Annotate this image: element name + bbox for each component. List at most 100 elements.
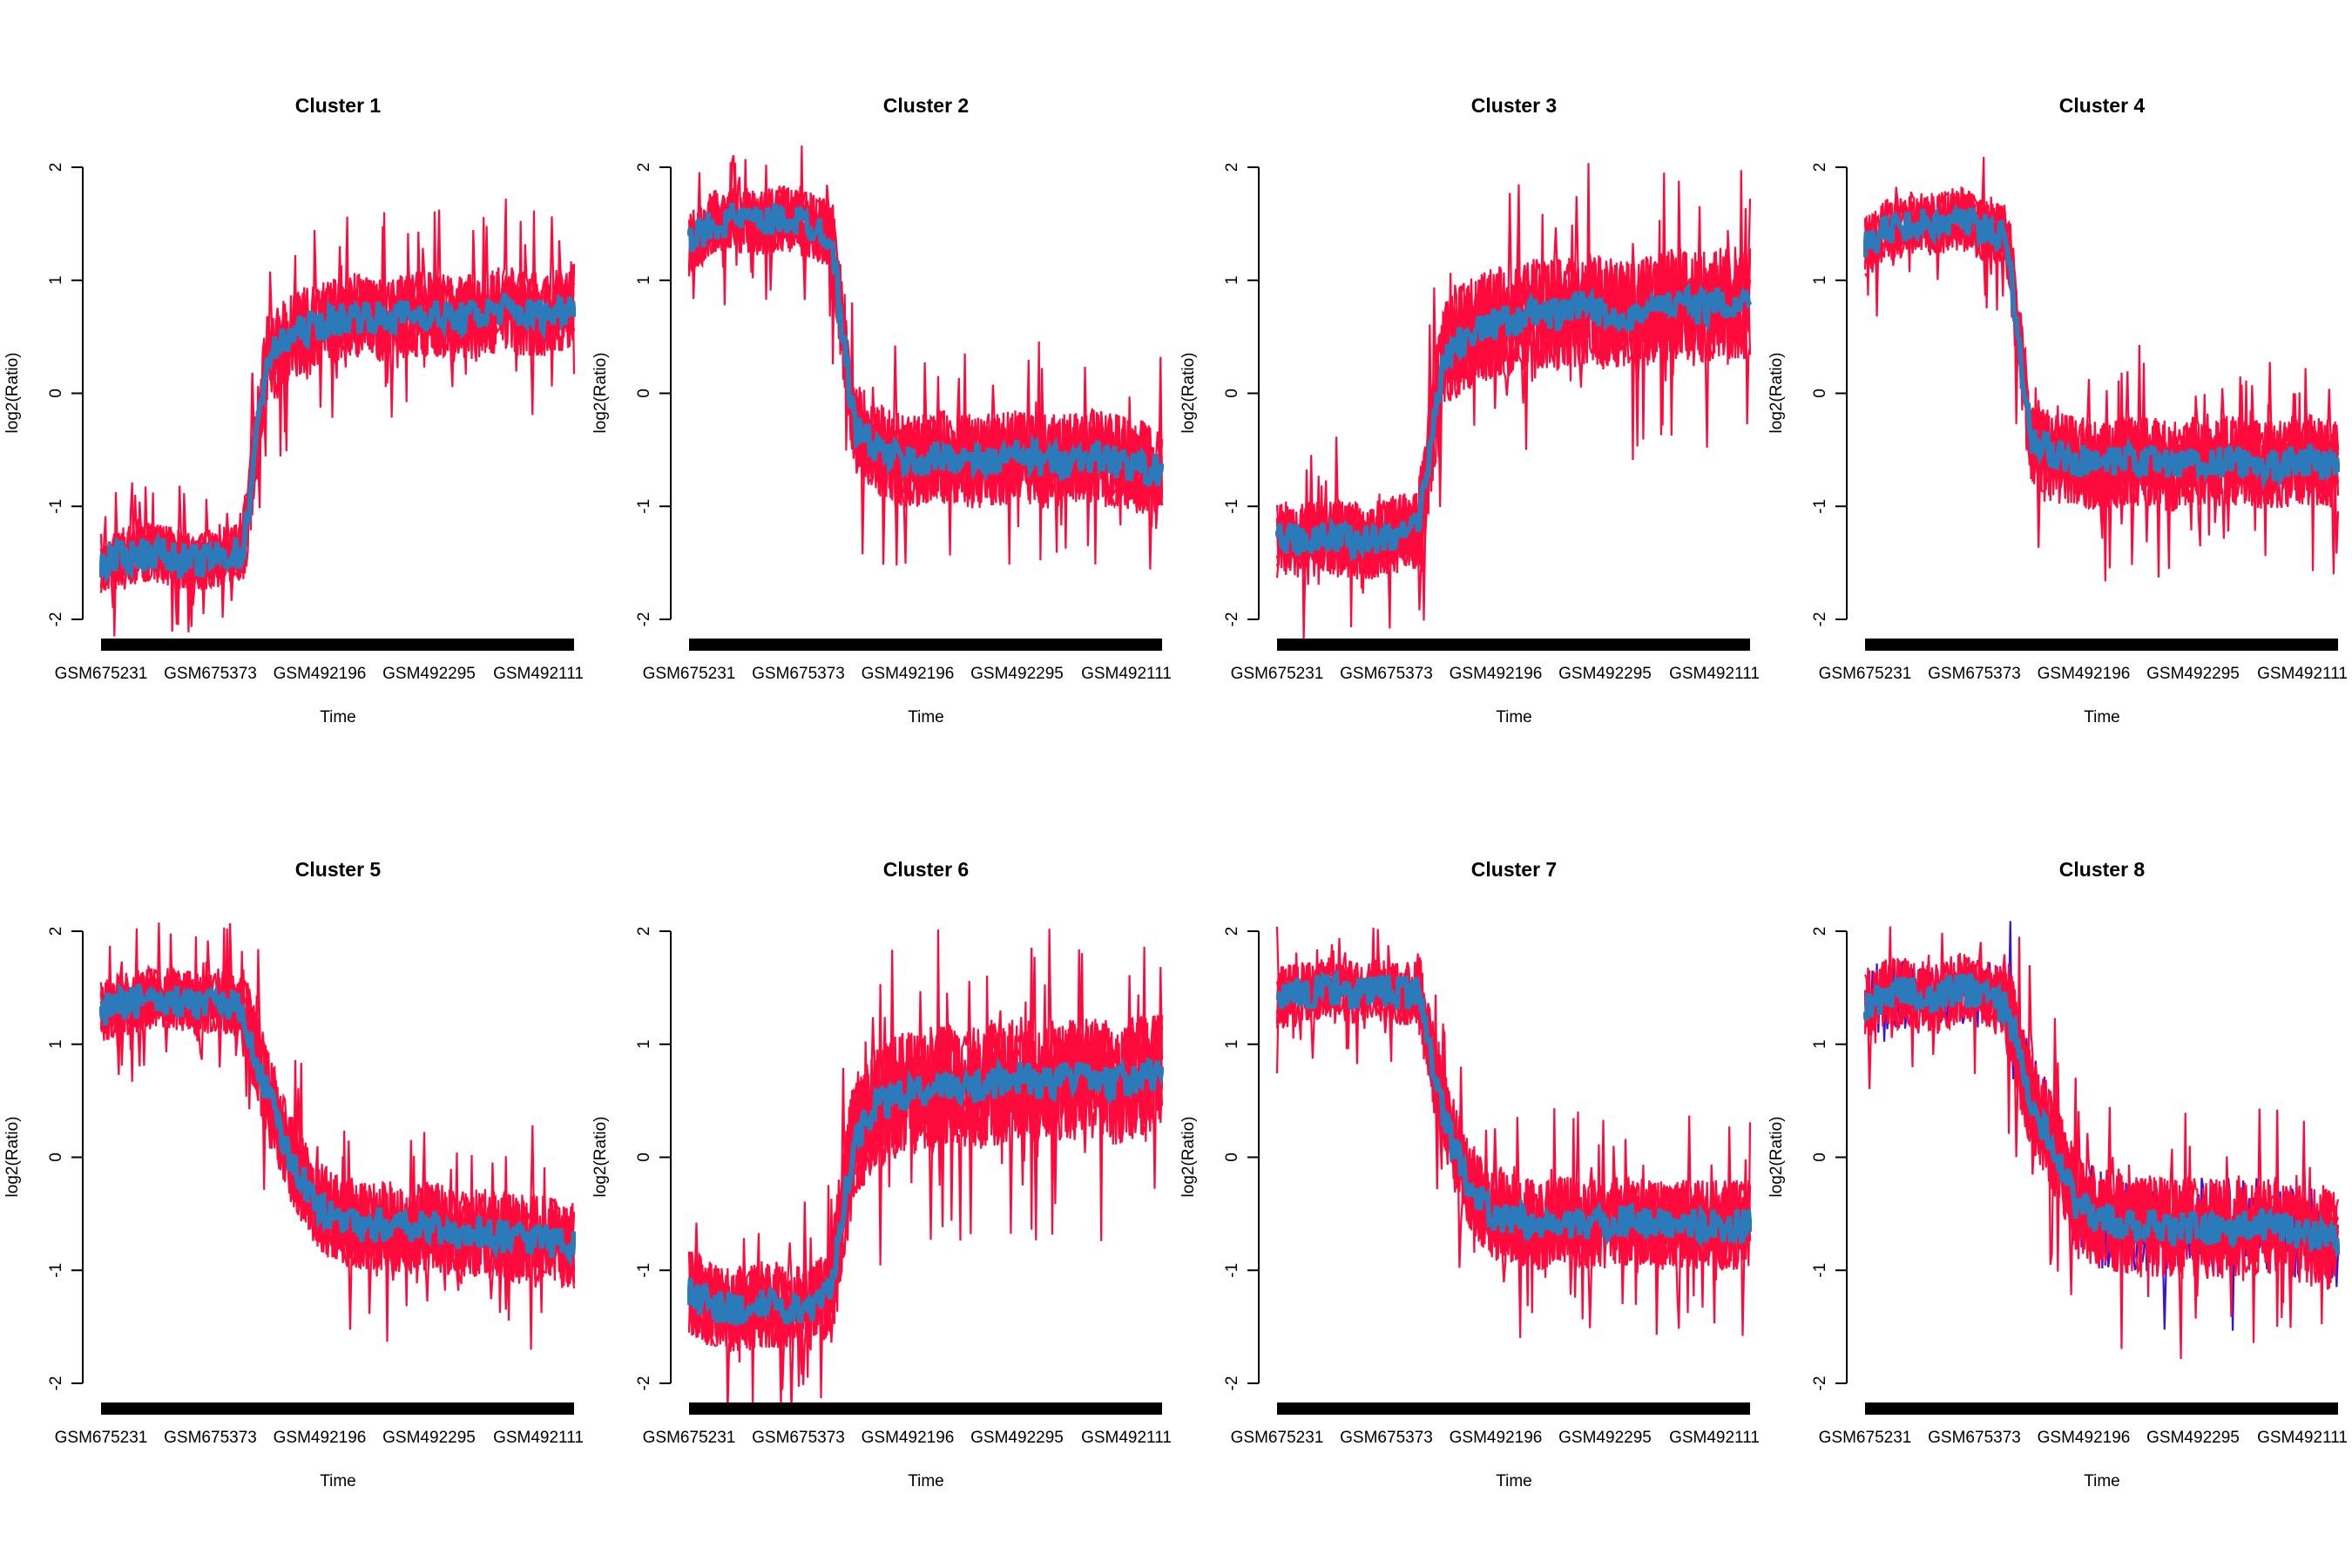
y-axis-label: log2(Ratio) [1767,353,1786,434]
x-tick-label: GSM492295 [1558,665,1652,683]
y-tick-label: 2 [1223,927,1241,936]
x-tick-label: GSM675373 [1928,1429,2021,1447]
panel-title: Cluster 7 [1471,858,1557,881]
x-tick-label: GSM492111 [1669,1429,1760,1447]
y-tick-label: 1 [1811,1039,1829,1049]
x-tick-label: GSM675373 [752,665,845,683]
cluster-mean-line [1863,202,2340,490]
x-tick-label: GSM492196 [2038,665,2131,683]
cluster-mean-line [99,983,576,1267]
x-axis-tick-rug [689,1402,1162,1415]
series-group [687,929,1164,1406]
x-tick-label: GSM492295 [970,1429,1064,1447]
panel-title: Cluster 4 [2059,94,2146,117]
x-tick-label: GSM675373 [1928,665,2021,683]
y-tick-label: -1 [635,1263,653,1278]
x-tick-label: GSM675231 [643,665,736,683]
cluster-mean-line [687,1057,1164,1326]
gene-series-line [687,186,1164,564]
x-axis-tick-rug [1865,639,2338,651]
y-tick-label: 0 [47,389,65,398]
cluster-mean-line [1275,969,1752,1248]
panel-cluster-6: Cluster 6 -2 -1 0 1 2 log2(Ratio) GSM675231 GSM6… [591,858,1172,1490]
cluster-mean-line [687,202,1164,487]
series-group [1275,926,1752,1339]
x-tick-label: GSM675231 [1231,1429,1324,1447]
panel-cluster-5: Cluster 5 -2 -1 0 1 2 log2(Ratio) GSM675231 GSM6… [3,858,584,1490]
y-tick-label: 0 [47,1152,65,1162]
panel-cluster-4: Cluster 4 -2 -1 0 1 2 log2(Ratio) GSM675231 GSM6… [1767,94,2348,727]
y-tick-label: 1 [635,1039,653,1049]
y-tick-label: -1 [1811,1263,1829,1278]
series-group [1863,921,2340,1360]
x-tick-label: GSM492295 [2146,1429,2240,1447]
x-axis-label: Time [908,1472,944,1490]
y-tick-label: 1 [635,275,653,285]
x-axis-tick-rug [689,639,1162,651]
cluster-mean-line [1863,973,2340,1256]
panel-cluster-7: Cluster 7 -2 -1 0 1 2 log2(Ratio) GSM675231 GSM6… [1179,858,1760,1490]
gene-series-line [99,962,576,1350]
x-axis-label: Time [1496,708,1532,727]
x-axis-label: Time [908,708,944,727]
y-tick-label: -1 [47,1263,65,1278]
x-tick-label: GSM492196 [862,1429,955,1447]
panel-title: Cluster 5 [295,858,382,881]
panel-title: Cluster 6 [883,858,969,881]
x-tick-label: GSM492196 [1450,1429,1543,1447]
x-axis-tick-rug [1277,639,1750,651]
x-axis-label: Time [1496,1472,1532,1490]
y-tick-label: 2 [635,163,653,172]
y-tick-label: 2 [1223,163,1241,172]
gene-series-line [687,929,1164,1406]
y-tick-label: 0 [1223,389,1241,398]
series-group [687,145,1164,570]
x-tick-label: GSM675231 [1231,665,1324,683]
panel-cluster-3: Cluster 3 -2 -1 0 1 2 log2(Ratio) GSM675231 GSM6… [1179,94,1760,727]
y-tick-label: -2 [47,612,65,627]
x-tick-label: GSM675373 [164,665,257,683]
x-tick-label: GSM675231 [1819,1429,1912,1447]
x-tick-label: GSM675373 [752,1429,845,1447]
panel-title: Cluster 1 [295,94,382,117]
x-tick-label: GSM675231 [55,1429,148,1447]
y-axis-label: log2(Ratio) [3,353,22,434]
series-group [1863,157,2340,582]
x-tick-label: GSM492295 [970,665,1064,683]
y-tick-label: 2 [47,927,65,936]
x-tick-label: GSM675231 [643,1429,736,1447]
y-tick-label: -2 [47,1376,65,1391]
y-tick-label: -1 [1223,1263,1241,1278]
y-tick-label: 2 [1811,163,1829,172]
y-tick-label: -2 [1223,612,1241,627]
cluster-mean-line [99,293,576,585]
x-tick-label: GSM492196 [274,1429,367,1447]
x-axis-label: Time [2084,708,2120,727]
x-tick-label: GSM492196 [1450,665,1543,683]
y-tick-label: 0 [1811,1152,1829,1162]
panel-cluster-2: Cluster 2 -2 -1 0 1 2 log2(Ratio) GSM675231 GSM6… [591,94,1172,727]
y-tick-label: 1 [1223,275,1241,285]
y-tick-label: 1 [1223,1039,1241,1049]
y-tick-label: -2 [635,1376,653,1391]
y-tick-label: 1 [47,275,65,285]
y-tick-label: 0 [1811,389,1829,398]
panel-title: Cluster 8 [2059,858,2146,881]
x-axis-label: Time [320,1472,356,1490]
gene-series-line [99,923,576,1342]
x-tick-label: GSM675231 [1819,665,1912,683]
x-tick-label: GSM492111 [493,1429,584,1447]
y-tick-label: -1 [47,499,65,514]
x-axis-tick-rug [101,639,574,651]
y-axis-label: log2(Ratio) [1767,1117,1786,1198]
x-tick-label: GSM492295 [1558,1429,1652,1447]
cluster-mean-line [1275,281,1752,561]
y-tick-label: 0 [635,389,653,398]
y-tick-label: 2 [1811,927,1829,936]
x-axis-label: Time [320,708,356,727]
x-axis-tick-rug [1865,1402,2338,1415]
x-tick-label: GSM492111 [493,665,584,683]
x-tick-label: GSM492295 [2146,665,2240,683]
x-tick-label: GSM675373 [164,1429,257,1447]
